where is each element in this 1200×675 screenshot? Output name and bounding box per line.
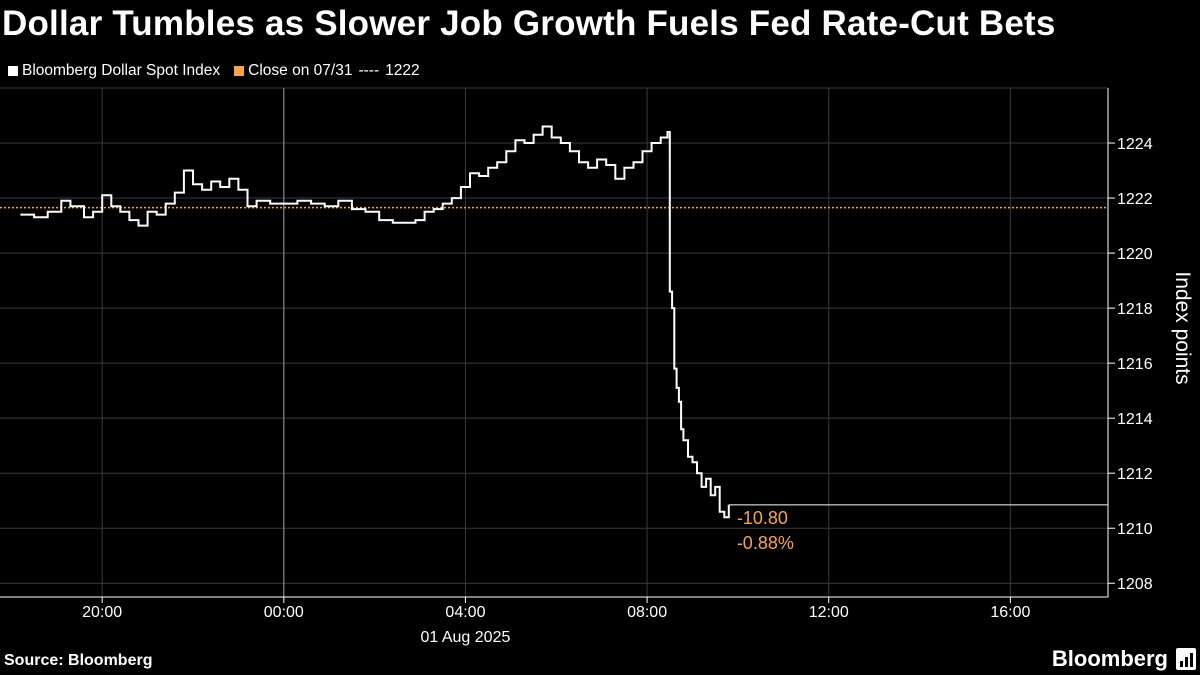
x-date-label: 01 Aug 2025 xyxy=(421,629,511,646)
x-tick-label: 08:00 xyxy=(627,604,667,621)
legend-swatch-series xyxy=(8,66,18,76)
legend-value-close: 1222 xyxy=(385,62,420,79)
y-tick-label: 1218 xyxy=(1117,301,1153,318)
x-tick-label: 20:00 xyxy=(82,604,122,621)
x-tick-label: 00:00 xyxy=(264,604,304,621)
y-tick-label: 1210 xyxy=(1117,521,1153,538)
legend-label-series: Bloomberg Dollar Spot Index xyxy=(22,62,221,79)
y-tick-label: 1224 xyxy=(1117,136,1153,153)
source-note: Source: Bloomberg xyxy=(4,652,153,669)
legend: Bloomberg Dollar Spot Index Close on 07/… xyxy=(8,62,434,80)
x-tick-label: 04:00 xyxy=(445,604,485,621)
y-tick-label: 1222 xyxy=(1117,191,1153,208)
change-pct-annotation: -0.88% xyxy=(737,533,794,553)
y-axis-title: Index points xyxy=(1171,271,1194,384)
legend-label-close: Close on 07/31 xyxy=(248,62,353,79)
grid-lines xyxy=(0,87,1108,597)
change-annotation: -10.80 xyxy=(737,508,788,528)
legend-item-series: Bloomberg Dollar Spot Index xyxy=(8,62,220,80)
legend-dash: ---- xyxy=(358,62,380,79)
axes xyxy=(0,88,1115,603)
y-tick-label: 1208 xyxy=(1117,576,1153,593)
legend-item-close: Close on 07/31 ---- 1222 xyxy=(234,62,420,80)
series-line-dollar-index xyxy=(20,125,730,519)
chart-marks xyxy=(0,125,1108,519)
brand-badge-icon xyxy=(1176,648,1196,670)
y-tick-label: 1216 xyxy=(1117,356,1153,373)
y-tick-label: 1220 xyxy=(1117,246,1153,263)
x-tick-label: 16:00 xyxy=(990,604,1030,621)
y-tick-label: 1212 xyxy=(1117,466,1153,483)
chart-title: Dollar Tumbles as Slower Job Growth Fuel… xyxy=(2,4,1056,43)
y-tick-label: 1214 xyxy=(1117,411,1153,428)
chart-labels: 1208 1210 1212 1214 1216 1218 1220 1222 1224 20:0… xyxy=(82,136,1194,646)
legend-swatch-close xyxy=(234,66,245,76)
x-tick-label: 12:00 xyxy=(809,604,849,621)
brand-logo: Bloomberg xyxy=(1051,646,1168,671)
